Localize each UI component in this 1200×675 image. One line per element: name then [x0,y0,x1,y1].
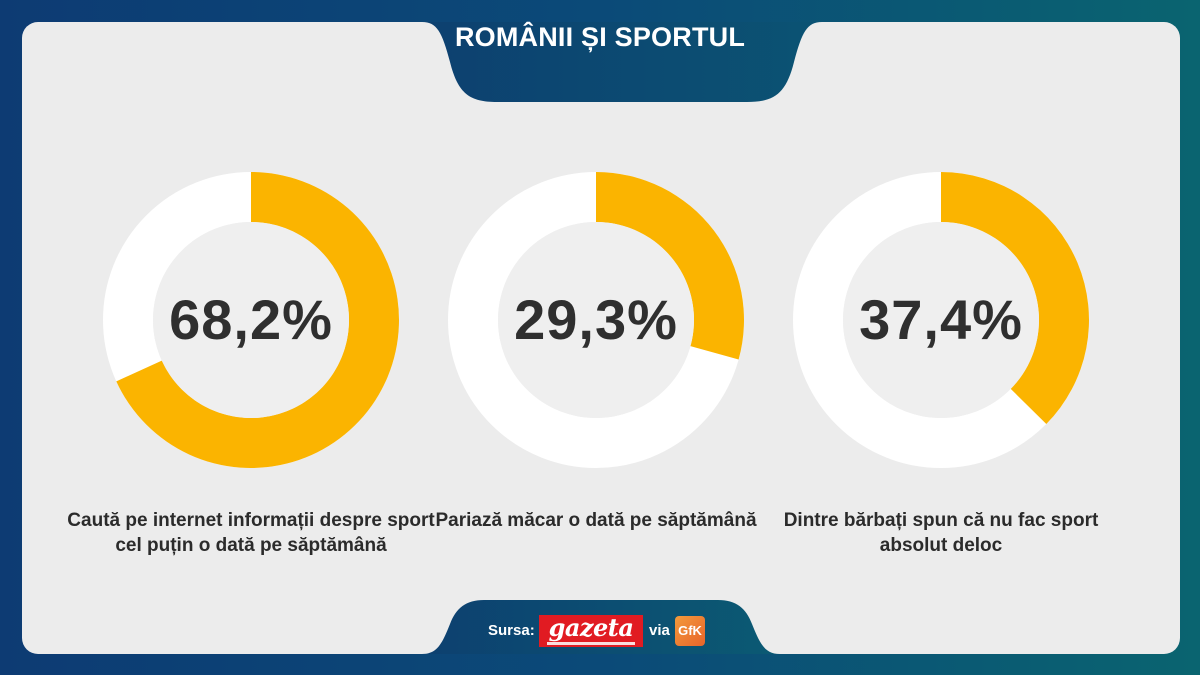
caption-betting: Pariază măcar o dată pe săptămână [435,510,757,531]
infographic-panel: 68,2% 29,3% 37,4% Caută pe internet info… [22,22,1180,654]
donut-chart-betting: 29,3% [448,172,744,468]
gazeta-logo-text: gazeta [548,613,634,642]
gazeta-logo: gazeta [539,615,643,647]
caption-search: Caută pe internet informații despre spor… [67,510,435,556]
donut-chart-search: 68,2% [103,172,399,468]
page-title: ROMÂNII ȘI SPORTUL [454,22,746,52]
donut-inner [498,222,694,418]
donut-chart-no-sport: 37,4% [793,172,1089,468]
donut-segment-value [941,172,1089,424]
percentage-value: 37,4% [859,288,1023,351]
gfk-logo: GfK [675,616,705,646]
percentage-value: 68,2% [169,288,333,351]
title-tab [422,22,822,102]
donut-inner [843,222,1039,418]
donut-inner [153,222,349,418]
via-label: via [649,622,670,639]
caption-no-sport: Dintre bărbați spun că nu fac sport abso… [783,510,1099,556]
donut-segment-value [116,172,399,468]
percentage-value: 29,3% [514,288,678,351]
gazeta-logo-strip [547,642,635,645]
donut-segment-value [596,172,744,360]
source-label: Sursa: [488,622,535,639]
